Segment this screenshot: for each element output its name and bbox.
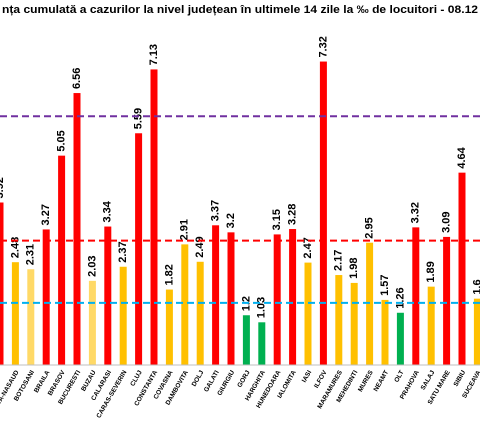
value-label: 5.05 xyxy=(56,130,68,151)
value-label: 2.91 xyxy=(179,219,191,240)
bar xyxy=(381,299,389,365)
value-label: 5.59 xyxy=(133,108,145,129)
bar xyxy=(135,133,143,365)
value-label: 7.32 xyxy=(317,36,329,57)
bar xyxy=(119,266,127,365)
value-label: 2.47 xyxy=(302,237,314,258)
bar xyxy=(73,93,81,366)
value-label: 3.32 xyxy=(410,202,422,223)
chart-title: nța cumulată a cazurilor la nivel județe… xyxy=(2,4,478,16)
x-tick-label: DOLJ xyxy=(191,369,206,388)
value-label: 2.37 xyxy=(117,241,129,262)
value-label: 1.03 xyxy=(256,297,268,318)
value-label: 1.98 xyxy=(348,257,360,278)
bar xyxy=(427,286,435,365)
bar xyxy=(27,269,35,365)
value-label: 2.49 xyxy=(194,236,206,257)
bar xyxy=(304,262,312,365)
x-tick-label: SIBIU xyxy=(452,369,467,388)
bar xyxy=(181,244,189,365)
bar xyxy=(0,202,4,365)
x-tick-label: OLT xyxy=(393,369,405,383)
value-label: 2.31 xyxy=(25,244,37,265)
bar xyxy=(273,234,281,365)
value-label: 3.27 xyxy=(40,204,52,225)
value-label: 6.56 xyxy=(71,68,83,89)
value-label: 7.13 xyxy=(148,44,160,65)
value-label: 1.82 xyxy=(163,264,175,285)
value-label: 3.92 xyxy=(0,177,6,198)
bar xyxy=(88,280,96,365)
bar xyxy=(242,315,250,365)
bar xyxy=(443,236,451,365)
value-label: 2.48 xyxy=(9,237,21,258)
bar xyxy=(11,262,19,365)
bar xyxy=(58,155,66,365)
value-label: 2.95 xyxy=(364,217,376,238)
value-label: 3.15 xyxy=(271,209,283,230)
bar xyxy=(350,282,358,365)
x-tick-label: GORJ xyxy=(236,369,251,389)
value-label: 1.57 xyxy=(379,274,391,295)
bar xyxy=(42,229,50,365)
x-tick-label: IASI xyxy=(301,369,313,384)
value-label: 3.28 xyxy=(287,204,299,225)
bar xyxy=(366,242,374,365)
bar xyxy=(104,226,112,365)
value-label: 3.2 xyxy=(225,213,237,228)
bar xyxy=(258,322,266,365)
bar xyxy=(396,312,404,365)
x-tick-label: NEAMT xyxy=(373,369,391,393)
bar xyxy=(335,275,343,365)
value-label: 1.6 xyxy=(471,279,480,294)
value-label: 3.37 xyxy=(210,200,222,221)
value-label: 2.17 xyxy=(333,250,345,271)
bar xyxy=(196,261,204,365)
bar xyxy=(289,229,297,365)
bar xyxy=(212,225,220,365)
value-label: 2.03 xyxy=(86,255,98,276)
bar xyxy=(227,232,235,365)
value-label: 4.64 xyxy=(456,146,468,168)
bar xyxy=(412,227,420,365)
bar xyxy=(165,289,173,365)
bar xyxy=(473,298,480,365)
x-tick-label: CLUJ xyxy=(129,369,144,388)
value-label: 3.34 xyxy=(102,200,114,222)
bar xyxy=(150,69,158,366)
bar xyxy=(458,172,466,365)
x-tick-label: ILFOV xyxy=(313,369,329,390)
bar xyxy=(319,61,327,365)
value-label: 3.09 xyxy=(441,211,453,232)
value-label: 1.26 xyxy=(394,287,406,308)
value-label: 1.89 xyxy=(425,261,437,282)
